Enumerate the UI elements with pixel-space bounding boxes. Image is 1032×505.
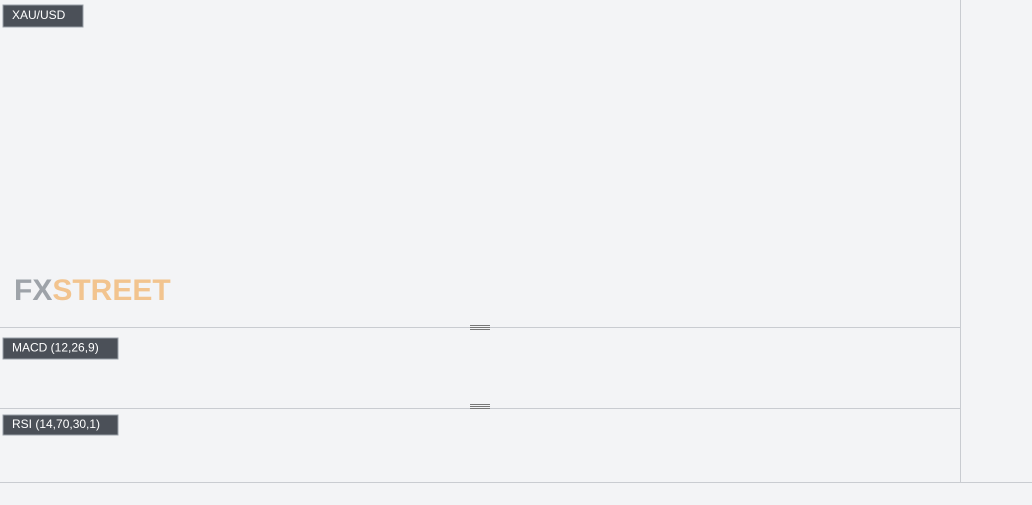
rsi-title: RSI (14,70,30,1) (12, 417, 100, 431)
watermark: FXSTREET (14, 274, 171, 307)
macd-title: MACD (12,26,9) (12, 341, 99, 355)
watermark-fx: FX (14, 274, 52, 307)
title-box (2, 4, 84, 28)
chart-title: XAU/USD (12, 8, 66, 22)
resize-handle[interactable] (470, 404, 490, 409)
resize-handle[interactable] (470, 325, 490, 330)
plot-layers: FXSTREET (14, 274, 171, 307)
title-box (2, 337, 119, 360)
title-box (2, 414, 119, 436)
watermark-street: STREET (52, 274, 170, 307)
